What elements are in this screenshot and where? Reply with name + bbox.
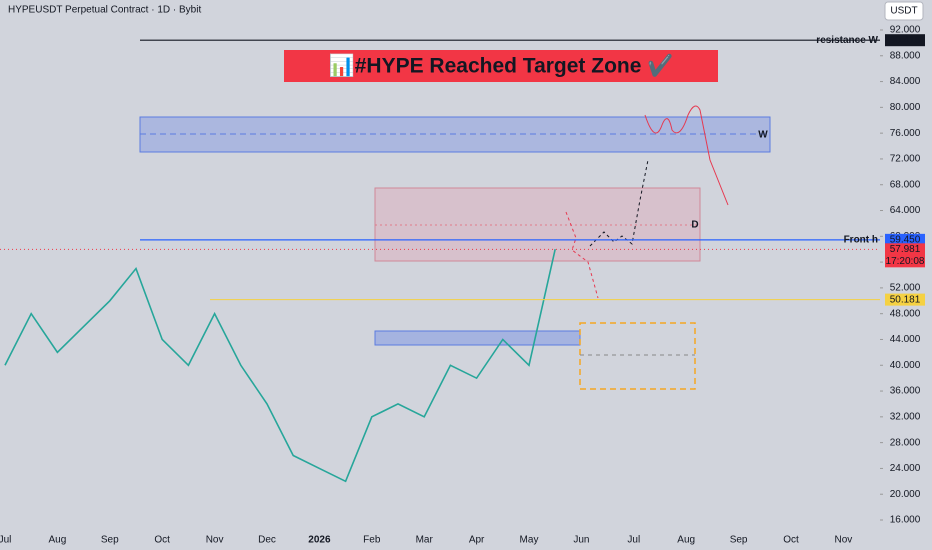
x-tick-label: Sep <box>730 535 748 546</box>
x-tick-label: Aug <box>49 535 67 546</box>
x-tick-label: Oct <box>783 535 799 546</box>
price-tag <box>885 293 925 306</box>
currency-button[interactable] <box>884 1 924 21</box>
x-tick-label: Feb <box>363 535 381 546</box>
price-tag <box>885 34 925 47</box>
y-tick-label: 16.000 <box>890 515 921 526</box>
price-tag-label: 50.181 <box>890 294 921 305</box>
zone-target <box>579 322 696 390</box>
y-tick-label: 92.000 <box>890 25 921 36</box>
price-tag-label: 57.981 <box>890 244 921 255</box>
chart-title: 📊#HYPE Reached Target Zone ✔️ <box>329 53 674 78</box>
x-tick-label: Apr <box>469 535 485 546</box>
y-tick-label: 48.000 <box>890 308 921 319</box>
x-tick-label: Oct <box>154 535 170 546</box>
projection-path <box>644 105 729 206</box>
title-bg <box>284 50 718 82</box>
countdown: 17:20:08 <box>886 256 925 267</box>
y-tick-label: 76.000 <box>890 128 921 139</box>
price-tag <box>885 233 925 246</box>
x-tick-label: 2026 <box>308 535 331 546</box>
x-tick-label: Nov <box>206 535 224 546</box>
y-tick-label: 88.000 <box>890 50 921 61</box>
x-tick-label: Jul <box>0 535 11 546</box>
y-tick-label: 84.000 <box>890 76 921 87</box>
y-tick-label: 28.000 <box>890 437 921 448</box>
projection-down <box>565 211 599 299</box>
x-tick-label: Jul <box>627 535 640 546</box>
y-tick-label: 40.000 <box>890 360 921 371</box>
x-tick-label: Jun <box>573 535 589 546</box>
x-tick-label: Aug <box>677 535 695 546</box>
y-tick-label: 52.000 <box>890 283 921 294</box>
price-tag-label: 90.416 <box>890 35 921 46</box>
x-tick-label: Nov <box>835 535 853 546</box>
projection-up <box>589 159 649 247</box>
x-tick-label: Dec <box>258 535 276 546</box>
x-tick-label: Sep <box>101 535 119 546</box>
y-tick-label: 32.000 <box>890 411 921 422</box>
y-tick-label: 68.000 <box>890 179 921 190</box>
y-tick-label: 44.000 <box>890 334 921 345</box>
y-tick-label: 20.000 <box>890 489 921 500</box>
x-tick-label: Mar <box>416 535 434 546</box>
zone-label: W <box>758 130 768 141</box>
price-tag-label: 59.450 <box>890 234 921 245</box>
zone-label: D <box>691 220 698 231</box>
zone-small <box>374 330 581 346</box>
symbol-title: HYPEUSDT Perpetual Contract · 1D · Bybit <box>8 5 201 16</box>
level-name: Front h <box>844 234 878 245</box>
y-tick-label: 24.000 <box>890 463 921 474</box>
y-tick-label: 64.000 <box>890 205 921 216</box>
y-tick-label: 72.000 <box>890 154 921 165</box>
y-tick-label: 80.000 <box>890 102 921 113</box>
y-tick-label: 36.000 <box>890 386 921 397</box>
price-line <box>4 249 556 483</box>
price-tag <box>885 243 925 268</box>
currency-label[interactable]: USDT <box>890 6 917 17</box>
level-name: resistance W <box>816 35 878 46</box>
x-tick-label: May <box>520 535 539 546</box>
